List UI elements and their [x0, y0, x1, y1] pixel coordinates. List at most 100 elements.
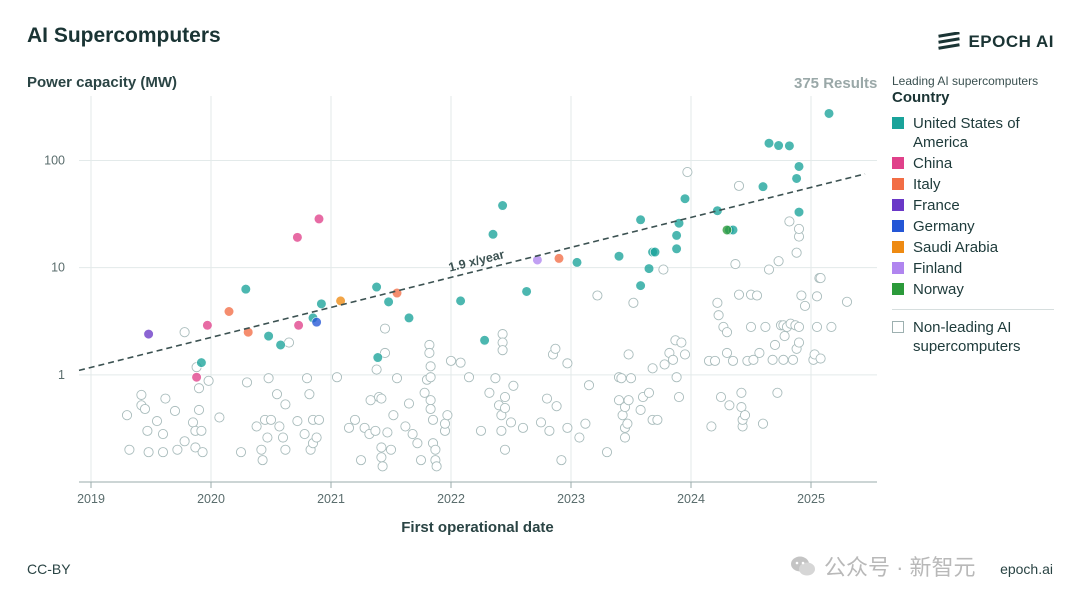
data-point-non-leading	[799, 300, 811, 311]
data-point-non-leading	[767, 354, 778, 365]
legend-item[interactable]: United States of America	[892, 114, 1062, 152]
data-point-non-leading	[724, 400, 735, 411]
data-point	[455, 295, 466, 306]
license-label: CC-BY	[27, 561, 71, 577]
data-point-non-leading	[787, 354, 799, 365]
data-point-non-leading	[796, 290, 807, 301]
data-point-non-leading	[671, 372, 682, 383]
data-point	[671, 230, 682, 241]
data-point-non-leading	[262, 432, 273, 443]
legend-swatch-open	[892, 321, 904, 333]
data-point	[372, 352, 383, 363]
data-point-non-leading	[517, 422, 529, 433]
site-link[interactable]: epoch.ai	[1000, 561, 1053, 577]
results-count: 375 Results	[794, 75, 878, 92]
data-point-non-leading	[379, 323, 391, 334]
data-point	[793, 207, 805, 218]
data-point	[673, 218, 685, 229]
data-point-non-leading	[400, 421, 411, 432]
data-point	[773, 140, 784, 151]
data-point-non-leading	[635, 404, 646, 416]
data-point	[292, 232, 303, 243]
wechat-icon	[791, 556, 815, 576]
data-point-non-leading	[623, 349, 634, 360]
data-point	[823, 108, 835, 119]
data-point-non-leading	[715, 392, 727, 403]
data-point-non-leading	[706, 421, 717, 432]
data-point-non-leading	[241, 377, 253, 388]
data-point-non-leading	[497, 345, 508, 356]
data-point-non-leading	[425, 395, 436, 406]
data-point	[335, 295, 346, 306]
legend-item-label: France	[913, 197, 960, 214]
data-point-non-leading	[475, 425, 487, 436]
data-point	[649, 246, 661, 258]
data-point-non-leading	[550, 343, 561, 354]
data-point-non-leading	[763, 264, 775, 275]
legend-item[interactable]: Germany	[892, 217, 1062, 236]
data-point-non-leading	[652, 414, 663, 425]
x-tick-label: 2022	[437, 492, 465, 506]
brand-logo[interactable]: EPOCH AI	[938, 32, 1054, 52]
x-tick-label: 2021	[317, 492, 345, 506]
data-point-non-leading	[187, 417, 199, 428]
y-tick-label: 10	[51, 261, 65, 275]
legend-item[interactable]: Finland	[892, 259, 1062, 278]
data-point-non-leading	[826, 321, 837, 332]
data-point-non-leading	[623, 395, 634, 406]
legend-divider	[892, 309, 1054, 310]
legend-swatch	[892, 283, 904, 295]
data-point	[521, 286, 532, 297]
data-point	[202, 320, 213, 331]
data-point	[671, 243, 682, 254]
data-point	[371, 281, 382, 293]
legend-item[interactable]: France	[892, 196, 1062, 215]
data-point-non-leading	[562, 422, 573, 433]
data-point-non-leading	[431, 461, 442, 472]
legend-item[interactable]: China	[892, 154, 1062, 173]
data-point	[313, 213, 325, 225]
data-point-non-leading	[778, 354, 789, 365]
legend-item[interactable]: Norway	[892, 280, 1062, 299]
legend-item-label: Italy	[913, 176, 941, 193]
data-point-non-leading	[424, 347, 435, 359]
data-point-non-leading	[251, 421, 262, 432]
data-point-non-leading	[355, 455, 367, 466]
data-point-non-leading	[616, 373, 627, 384]
data-point-non-leading	[139, 403, 151, 415]
data-point-non-leading	[463, 372, 475, 383]
data-point	[635, 214, 646, 225]
data-point-non-leading	[583, 380, 595, 391]
data-point-non-leading	[257, 455, 268, 466]
data-point-non-leading	[391, 373, 403, 384]
y-tick-label: 100	[44, 154, 65, 168]
data-point-non-leading	[811, 321, 823, 332]
legend-item[interactable]: Saudi Arabia	[892, 238, 1062, 257]
epoch-logo-icon	[938, 32, 961, 50]
legend-swatch	[892, 220, 904, 232]
data-point-non-leading	[815, 353, 826, 364]
data-point-non-leading	[541, 393, 553, 404]
data-point-non-leading	[793, 337, 805, 348]
data-point-non-leading	[179, 327, 190, 338]
legend-title: Country	[892, 89, 950, 106]
data-point-non-leading	[757, 418, 769, 429]
data-point-non-leading	[331, 372, 343, 383]
data-point-non-leading	[667, 354, 679, 365]
data-point-non-leading	[292, 416, 303, 427]
legend-item-label: Germany	[913, 218, 975, 235]
data-point-non-leading	[793, 223, 805, 234]
data-point-non-leading	[490, 373, 501, 384]
data-point-non-leading	[277, 432, 289, 443]
data-point-non-leading	[376, 452, 387, 463]
legend-item-non-leading[interactable]: Non-leading AI supercomputers	[892, 318, 1062, 356]
data-point-non-leading	[721, 347, 733, 359]
legend-item[interactable]: Italy	[892, 175, 1062, 194]
data-point	[383, 296, 394, 307]
data-point-non-leading	[709, 355, 721, 366]
data-point-non-leading	[442, 410, 453, 421]
legend-swatch	[892, 199, 904, 211]
data-point-non-leading	[733, 180, 745, 191]
data-point-non-leading	[160, 393, 171, 404]
legend-item-label: United States of America	[913, 115, 1020, 151]
